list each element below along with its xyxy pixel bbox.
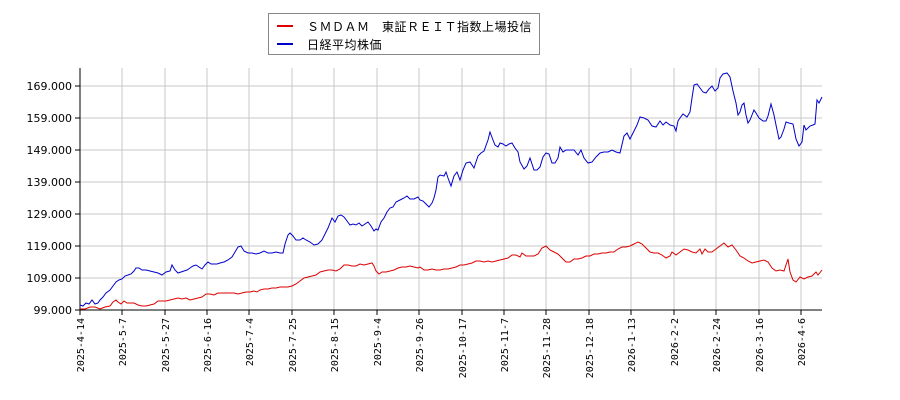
y-tick-label: 159.000 [27, 112, 73, 125]
legend-item-reit: ＳＭＤＡＭ 東証ＲＥＩＴ指数上場投信 [269, 17, 532, 35]
legend-swatch-red [277, 25, 293, 27]
chart-series [79, 72, 823, 310]
x-tick-label: 2026-2-24 [712, 318, 723, 372]
y-tick-label: 99.000 [34, 304, 73, 317]
x-tick-label: 2026-4-6 [797, 318, 808, 366]
x-tick-label: 2025-4-14 [76, 318, 87, 372]
x-tick-label: 2025-10-17 [458, 318, 469, 378]
chart-legend: ＳＭＤＡＭ 東証ＲＥＩＴ指数上場投信 日経平均株価 [268, 13, 540, 55]
x-tick-label: 2025-9-4 [373, 318, 384, 366]
x-tick-label: 2025-9-26 [415, 318, 426, 372]
x-tick-label: 2025-8-15 [330, 318, 341, 372]
x-tick-label: 2025-7-25 [288, 318, 299, 372]
y-tick-label: 139.000 [27, 176, 73, 189]
series-line [80, 241, 823, 310]
x-tick-label: 2025-6-16 [203, 318, 214, 372]
y-tick-label: 109.000 [27, 272, 73, 285]
x-tick-label: 2025-5-7 [118, 318, 129, 366]
y-tick-label: 129.000 [27, 208, 73, 221]
series-line [79, 72, 823, 307]
x-axis: 2025-4-14 2025-5-7 2025-5-27 2025-6-16 2025-… [76, 309, 822, 378]
x-tick-label: 2026-1-13 [627, 318, 638, 372]
legend-item-nikkei: 日経平均株価 [269, 35, 382, 53]
y-tick-label: 119.000 [27, 240, 73, 253]
x-tick-label: 2025-11-28 [542, 318, 553, 378]
y-tick-label: 169.000 [27, 80, 73, 93]
x-tick-label: 2025-11-7 [500, 318, 511, 372]
x-tick-label: 2025-5-27 [161, 318, 172, 372]
y-axis: 99.000 109.000 119.000 129.000 139.000 149.00… [27, 68, 81, 317]
legend-label: ＳＭＤＡＭ 東証ＲＥＩＴ指数上場投信 [307, 19, 533, 34]
legend-label: 日経平均株価 [307, 37, 383, 52]
x-tick-label: 2026-3-16 [755, 318, 766, 372]
x-tick-label: 2025-7-4 [245, 318, 256, 366]
y-tick-label: 149.000 [27, 144, 73, 157]
legend-swatch-blue [277, 43, 293, 45]
x-tick-label: 2026-2-2 [670, 318, 681, 366]
x-tick-label: 2025-12-18 [585, 318, 596, 378]
chart-grid [80, 68, 822, 310]
